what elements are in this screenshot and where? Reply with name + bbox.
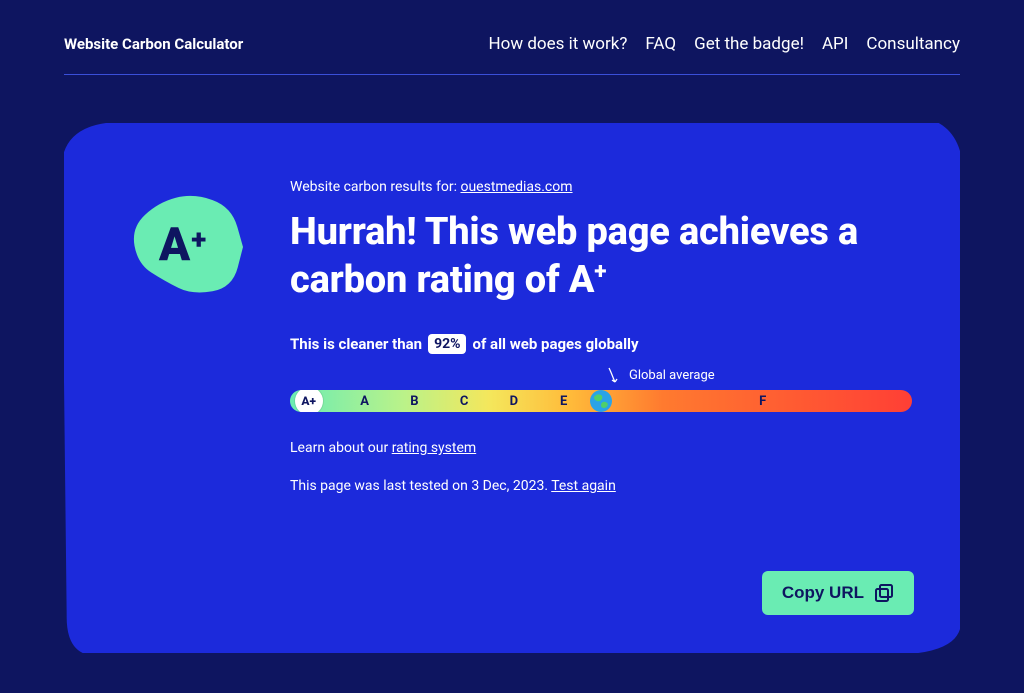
grade-letter: A bbox=[159, 222, 189, 268]
results-card: A+ Website carbon results for: ouestmedi… bbox=[64, 123, 960, 653]
nav-get-the-badge[interactable]: Get the badge! bbox=[694, 34, 804, 54]
scale-tick: A bbox=[360, 394, 369, 409]
learn-about-line: Learn about our rating system bbox=[290, 440, 912, 456]
rating-system-link[interactable]: rating system bbox=[392, 440, 477, 456]
copy-icon bbox=[874, 583, 894, 603]
your-score-marker: A+ bbox=[295, 390, 323, 412]
tested-before: This page was last tested on bbox=[290, 478, 471, 494]
nav-api[interactable]: API bbox=[822, 34, 848, 54]
headline-grade-letter: A bbox=[569, 258, 595, 302]
cleaner-than-line: This is cleaner than 92% of all web page… bbox=[290, 334, 912, 354]
scale-tick: F bbox=[759, 394, 766, 409]
copy-url-label: Copy URL bbox=[782, 583, 864, 603]
results-domain-link[interactable]: ouestmedias.com bbox=[460, 179, 572, 195]
cleaner-percent-chip: 92% bbox=[428, 334, 466, 354]
grade-plus: + bbox=[191, 226, 205, 254]
rating-scale: Global average A B C D E F A+ bbox=[290, 370, 912, 412]
nav-consultancy[interactable]: Consultancy bbox=[866, 34, 960, 54]
scale-tick: E bbox=[560, 394, 567, 409]
test-again-link[interactable]: Test again bbox=[551, 478, 616, 494]
results-for-prefix: Website carbon results for: bbox=[290, 179, 460, 195]
nav-faq[interactable]: FAQ bbox=[645, 34, 676, 54]
marker-label: A+ bbox=[301, 394, 316, 408]
results-for-line: Website carbon results for: ouestmedias.… bbox=[290, 179, 912, 195]
primary-nav: How does it work? FAQ Get the badge! API… bbox=[489, 34, 960, 54]
header-divider bbox=[64, 74, 960, 75]
global-average-label: Global average bbox=[607, 366, 715, 384]
learn-before: Learn about our bbox=[290, 440, 392, 456]
scale-tick: D bbox=[510, 394, 518, 409]
cleaner-after: of all web pages globally bbox=[472, 335, 638, 353]
global-average-text: Global average bbox=[629, 368, 715, 383]
cleaner-before: This is cleaner than bbox=[290, 335, 422, 353]
grade-badge: A+ bbox=[112, 185, 252, 305]
headline: Hurrah! This web page achieves a carbon … bbox=[290, 209, 912, 304]
headline-grade-plus: + bbox=[594, 257, 606, 284]
scale-tick: C bbox=[460, 394, 469, 409]
tested-date: 3 Dec, 2023 bbox=[471, 478, 544, 494]
scale-tick: B bbox=[410, 394, 418, 409]
nav-how-does-it-work[interactable]: How does it work? bbox=[489, 34, 628, 54]
topbar: Website Carbon Calculator How does it wo… bbox=[64, 24, 960, 64]
last-tested-line: This page was last tested on 3 Dec, 2023… bbox=[290, 478, 912, 494]
globe-icon bbox=[590, 390, 612, 412]
arrow-down-icon bbox=[607, 366, 625, 384]
copy-url-button[interactable]: Copy URL bbox=[762, 571, 914, 615]
brand-title: Website Carbon Calculator bbox=[64, 35, 243, 53]
